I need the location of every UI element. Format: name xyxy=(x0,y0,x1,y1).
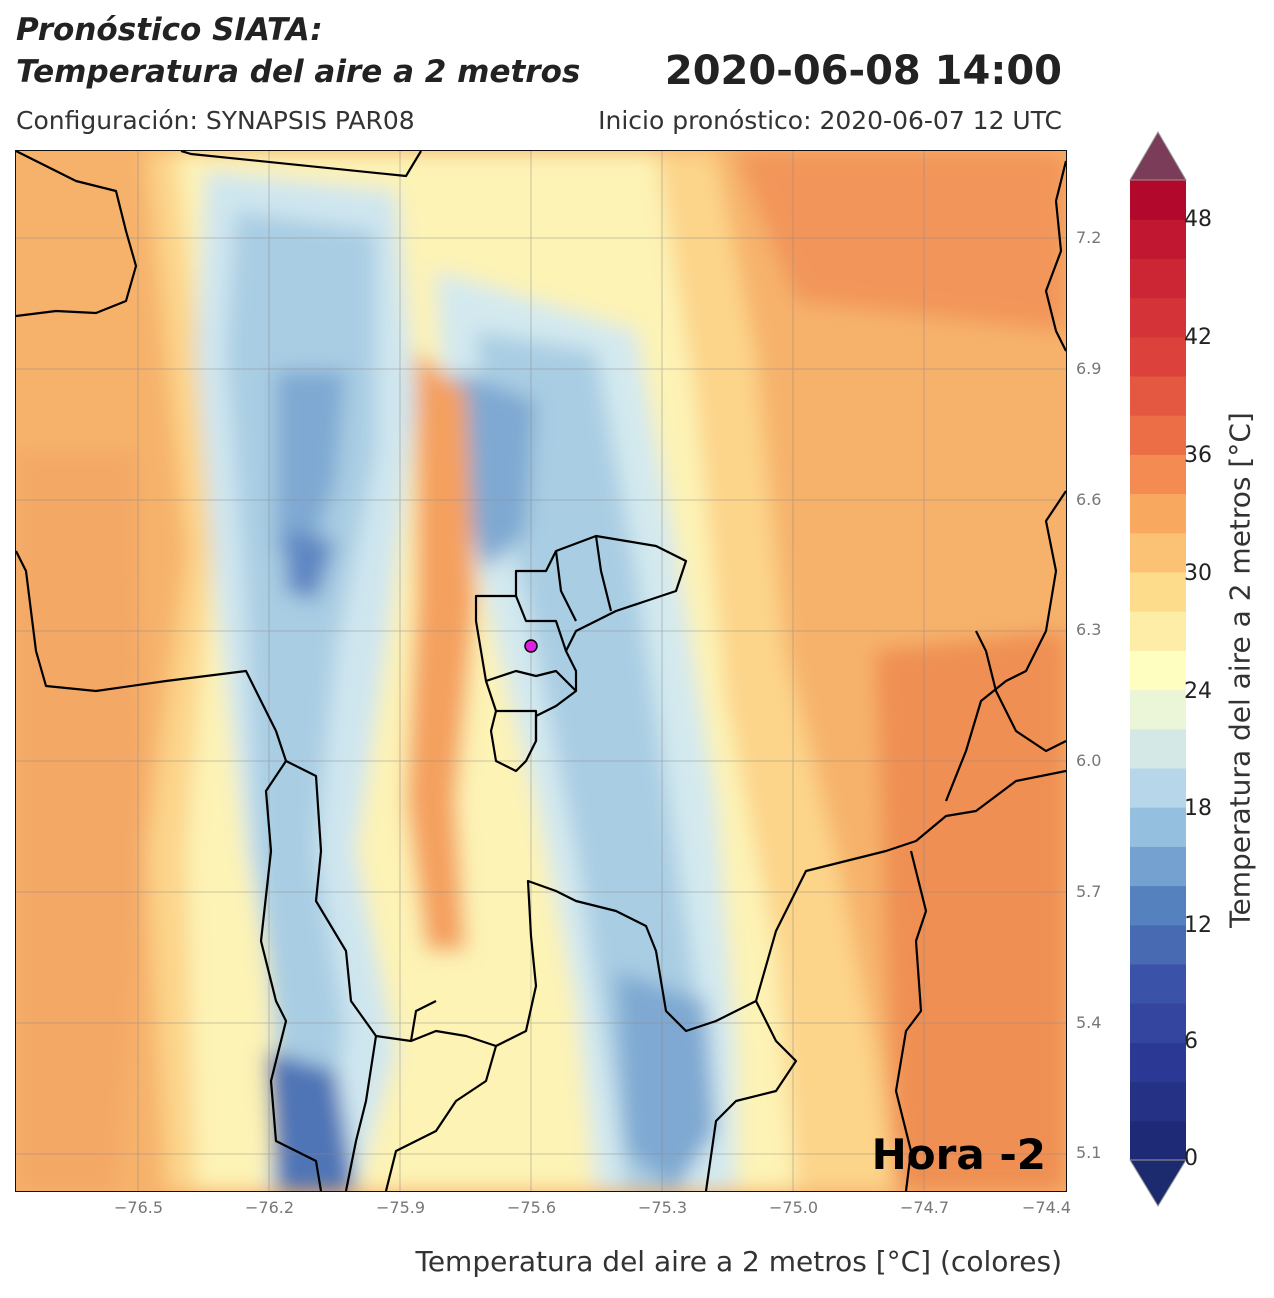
valid-time: 2020-06-08 14:00 xyxy=(664,48,1062,94)
hour-label: Hora -2 xyxy=(871,1130,1046,1179)
boundaries xyxy=(16,151,1066,1191)
location-marker[interactable] xyxy=(524,639,538,653)
y-tick: 5.1 xyxy=(1076,1143,1102,1162)
title-line-2: Temperatura del aire a 2 metros xyxy=(16,54,581,90)
colorbar-segment xyxy=(1130,1120,1186,1161)
y-tick: 6.9 xyxy=(1076,359,1102,378)
colorbar xyxy=(1129,131,1187,1207)
colorbar-tick: 6 xyxy=(1184,1029,1198,1054)
colorbar-segment xyxy=(1130,650,1186,691)
y-tick: 6.6 xyxy=(1076,490,1102,509)
y-tick: 5.4 xyxy=(1076,1013,1102,1032)
colorbar-segment xyxy=(1130,572,1186,612)
colorbar-segment xyxy=(1130,768,1186,808)
colorbar-over-arrow xyxy=(1129,131,1187,181)
colorbar-segment xyxy=(1130,297,1186,338)
gridlines xyxy=(16,151,1066,1191)
x-tick: −74.4 xyxy=(1022,1198,1072,1217)
y-tick: 6.3 xyxy=(1076,620,1102,639)
colorbar-segment xyxy=(1130,180,1186,220)
colorbar-tick: 18 xyxy=(1184,796,1212,821)
colorbar-segment xyxy=(1130,807,1186,847)
colorbar-under-arrow xyxy=(1129,1159,1187,1207)
colorbar-segment xyxy=(1130,728,1186,769)
temperature-map[interactable]: Hora -2 xyxy=(15,150,1067,1192)
y-tick: 7.2 xyxy=(1076,228,1102,247)
colorbar-segment xyxy=(1130,964,1186,1004)
x-tick: −75.0 xyxy=(769,1198,819,1217)
colorbar-label: Temperatura del aire a 2 metros [°C] xyxy=(1223,412,1257,928)
colorbar-segment xyxy=(1130,532,1186,573)
colorbar-tick: 24 xyxy=(1184,679,1212,704)
configuration-label: Configuración: SYNAPSIS PAR08 xyxy=(16,106,415,135)
title-line-1: Pronóstico SIATA: xyxy=(16,12,323,48)
colorbar-tick: 30 xyxy=(1184,561,1212,586)
colorbar-tick: 0 xyxy=(1184,1146,1198,1171)
x-tick: −74.7 xyxy=(900,1198,950,1217)
colorbar-segment xyxy=(1130,611,1186,651)
colorbar-tick: 36 xyxy=(1184,443,1212,468)
colorbar-segment xyxy=(1130,493,1186,534)
y-tick: 6.0 xyxy=(1076,751,1102,770)
x-tick: −75.6 xyxy=(507,1198,557,1217)
x-tick: −76.5 xyxy=(114,1198,164,1217)
forecast-start-label: Inicio pronóstico: 2020-06-07 12 UTC xyxy=(598,106,1062,135)
y-tick: 5.7 xyxy=(1076,882,1102,901)
x-axis-label: Temperatura del aire a 2 metros [°C] (co… xyxy=(415,1245,1062,1278)
colorbar-segment xyxy=(1130,1081,1186,1122)
colorbar-segment xyxy=(1130,219,1186,259)
x-tick: −75.9 xyxy=(376,1198,426,1217)
colorbar-segment xyxy=(1130,258,1186,299)
colorbar-segment xyxy=(1130,689,1186,730)
colorbar-tick: 12 xyxy=(1184,913,1212,938)
colorbar-segment xyxy=(1130,885,1186,926)
x-tick: −76.2 xyxy=(245,1198,295,1217)
map-canvas xyxy=(16,151,1066,1191)
colorbar-segment xyxy=(1130,1003,1186,1043)
colorbar-tick: 42 xyxy=(1184,325,1212,350)
colorbar-segment xyxy=(1130,846,1186,887)
colorbar-segment xyxy=(1130,924,1186,965)
colorbar-segment xyxy=(1130,376,1186,416)
colorbar-segment xyxy=(1130,1042,1186,1083)
colorbar-tick: 48 xyxy=(1184,207,1212,232)
colorbar-segment xyxy=(1130,415,1186,455)
temperature-field xyxy=(16,151,1066,1191)
colorbar-segment xyxy=(1130,336,1186,377)
colorbar-segment xyxy=(1130,454,1186,495)
x-tick: −75.3 xyxy=(638,1198,688,1217)
